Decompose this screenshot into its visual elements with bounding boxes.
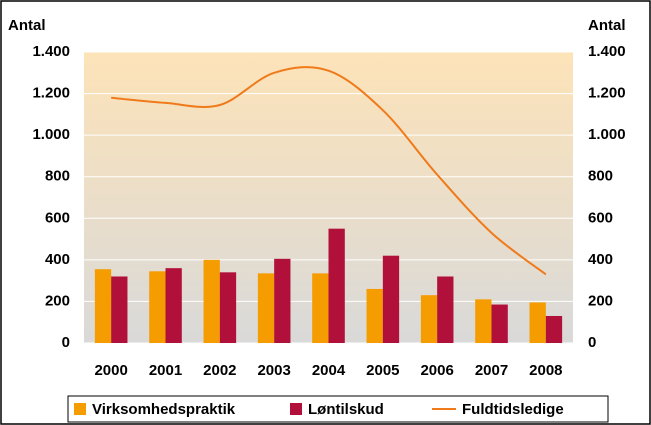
y2-tick-label: 0 bbox=[588, 334, 596, 351]
bar bbox=[312, 273, 329, 343]
bar bbox=[437, 276, 454, 343]
bar bbox=[257, 273, 275, 343]
y2-tick-label: 200 bbox=[588, 292, 613, 309]
bar bbox=[149, 271, 166, 343]
y-tick-label: 1.200 bbox=[32, 85, 70, 102]
y2-tick-label: 1.000 bbox=[588, 126, 626, 143]
x-tick-label: 2005 bbox=[366, 362, 399, 379]
y2-tick-label: 400 bbox=[588, 251, 613, 268]
bar bbox=[274, 258, 291, 343]
x-tick-label: 2004 bbox=[312, 362, 346, 379]
y2-tick-label: 1.400 bbox=[588, 43, 626, 60]
x-tick-label: 2000 bbox=[94, 362, 127, 379]
bar bbox=[382, 255, 400, 343]
y-tick-label: 1.000 bbox=[32, 126, 70, 143]
legend-label: Løntilskud bbox=[308, 401, 384, 418]
legend bbox=[67, 395, 609, 423]
bar bbox=[111, 276, 128, 343]
x-tick-label: 2002 bbox=[203, 362, 236, 379]
bar bbox=[545, 315, 563, 343]
y-tick-label: 400 bbox=[45, 251, 70, 268]
legend-swatch bbox=[74, 403, 86, 415]
y2-tick-label: 600 bbox=[588, 209, 613, 226]
bar bbox=[491, 304, 508, 343]
y-tick-label: 800 bbox=[45, 168, 70, 185]
legend-label: Virksomhedspraktik bbox=[92, 401, 236, 418]
bar bbox=[529, 302, 546, 343]
bar bbox=[94, 269, 112, 343]
bar bbox=[219, 272, 237, 343]
y-tick-label: 200 bbox=[45, 292, 70, 309]
y-tick-label: 600 bbox=[45, 209, 70, 226]
line-series bbox=[111, 66, 547, 276]
x-tick-label: 2006 bbox=[420, 362, 453, 379]
bar bbox=[328, 228, 345, 343]
x-tick-label: 2007 bbox=[475, 362, 508, 379]
y-axis-label: Antal bbox=[8, 17, 46, 34]
bar bbox=[420, 295, 438, 343]
x-tick-label: 2001 bbox=[149, 362, 182, 379]
y2-axis-label: Antal bbox=[588, 17, 626, 34]
y2-tick-label: 1.200 bbox=[588, 85, 626, 102]
bar bbox=[366, 288, 383, 343]
x-tick-label: 2008 bbox=[529, 362, 562, 379]
y2-tick-label: 800 bbox=[588, 168, 613, 185]
legend-swatch bbox=[290, 403, 302, 415]
legend-label: Fuldtidsledige bbox=[462, 401, 564, 418]
y-tick-label: 1.400 bbox=[32, 43, 70, 60]
x-tick-label: 2003 bbox=[257, 362, 290, 379]
bar bbox=[203, 259, 220, 343]
y-tick-label: 0 bbox=[62, 334, 70, 351]
bar bbox=[475, 299, 492, 343]
bar bbox=[165, 268, 182, 343]
